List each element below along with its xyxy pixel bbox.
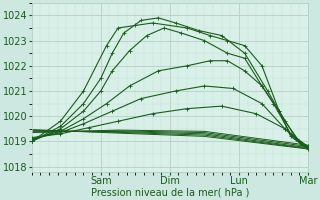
X-axis label: Pression niveau de la mer( hPa ): Pression niveau de la mer( hPa ) [91,187,249,197]
